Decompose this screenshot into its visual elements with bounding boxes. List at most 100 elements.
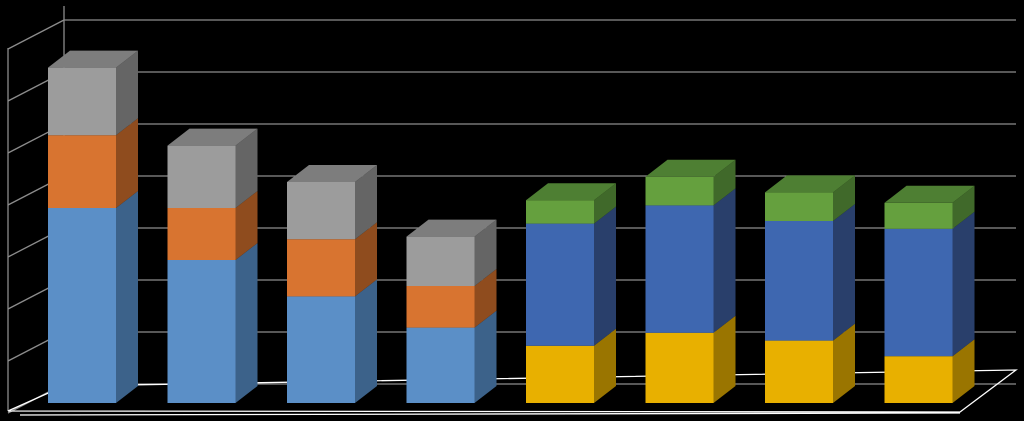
bar-side <box>952 339 975 403</box>
bar-segment <box>765 204 855 341</box>
bar-top <box>765 175 855 193</box>
bar-side <box>355 279 377 403</box>
bar-side <box>594 183 616 224</box>
bars <box>48 50 975 403</box>
bar-stack <box>287 165 377 403</box>
bar-segment <box>884 185 975 229</box>
floor-outline <box>7 369 1018 413</box>
bar-stack <box>765 175 855 403</box>
bar-side <box>713 188 736 333</box>
bar-segment <box>884 339 975 403</box>
bar-stack <box>406 219 497 403</box>
gridline <box>7 383 1016 414</box>
bar-top <box>884 185 975 203</box>
bar-front <box>48 135 116 208</box>
bar-front <box>287 239 355 297</box>
bar-front <box>526 345 594 403</box>
bar-front <box>48 67 116 136</box>
gridline <box>7 279 1016 310</box>
bar-top <box>167 128 258 146</box>
bar-front <box>645 205 714 333</box>
bar-side <box>116 191 138 403</box>
bar-top <box>287 165 377 182</box>
bar-front <box>765 192 833 221</box>
gridline <box>7 175 1016 206</box>
bar-side <box>594 206 616 346</box>
bar-stack <box>884 185 975 403</box>
bar-front <box>645 332 714 403</box>
bar-front <box>526 223 594 346</box>
bar-front <box>645 176 714 206</box>
bar-front <box>884 228 953 357</box>
gridline <box>7 227 1016 258</box>
bar-top <box>48 50 138 68</box>
bar-segment <box>406 219 497 286</box>
gridline <box>7 71 1016 102</box>
bar-front <box>765 340 833 403</box>
bar-segment <box>765 175 855 221</box>
chart-floor <box>7 369 1018 416</box>
bar-side <box>833 323 855 403</box>
bar-segment <box>287 165 377 240</box>
bar-front <box>406 286 475 328</box>
bar-top <box>645 159 736 177</box>
bar-segment <box>526 206 616 346</box>
bar-side <box>833 175 855 221</box>
bar-stack <box>645 159 736 403</box>
bar-side <box>355 165 377 240</box>
bar-front <box>167 260 236 403</box>
bar-segment <box>167 243 258 403</box>
bar-segment <box>526 183 616 224</box>
bar-side <box>594 328 616 403</box>
bar-front <box>884 202 953 229</box>
gridline-side <box>7 19 65 50</box>
bar-segment <box>526 328 616 403</box>
bar-side <box>713 159 736 206</box>
bar-segment <box>167 128 258 208</box>
bar-side <box>474 219 497 286</box>
bar-side <box>235 128 258 208</box>
bar-side <box>833 204 855 341</box>
bar-segment <box>287 222 377 297</box>
bar-front <box>167 145 236 208</box>
bar-front <box>526 200 594 224</box>
bar-front <box>287 296 355 403</box>
bar-front <box>406 327 475 403</box>
bar-segment <box>645 188 736 333</box>
bar-side <box>713 315 736 403</box>
bar-top <box>526 183 616 201</box>
bar-front <box>765 221 833 341</box>
gridlines <box>7 6 1016 414</box>
bar-side <box>116 50 138 136</box>
bar-side <box>474 269 497 328</box>
gridline <box>7 19 1016 50</box>
bar-front <box>167 208 236 260</box>
bar-stack <box>48 50 138 403</box>
bar-front <box>48 208 116 403</box>
bar-side <box>116 118 138 208</box>
bar-side <box>952 211 975 357</box>
bar-front <box>406 236 475 286</box>
bar-side <box>235 243 258 403</box>
bar-segment <box>765 323 855 403</box>
bar-segment <box>884 211 975 357</box>
floor-front-edge <box>19 412 961 416</box>
bar-segment <box>48 191 138 403</box>
bar-segment <box>48 118 138 208</box>
bar-stack <box>526 183 616 403</box>
bar-side <box>474 310 497 403</box>
bar-side <box>355 222 377 297</box>
bar-side <box>952 185 975 229</box>
gridline <box>7 123 1016 154</box>
bar-segment <box>645 315 736 403</box>
bar-stack <box>167 128 258 403</box>
bar-segment <box>406 310 497 403</box>
bar-front <box>884 356 953 403</box>
bar-side <box>235 191 258 260</box>
bar-segment <box>645 159 736 206</box>
bar-segment <box>167 191 258 260</box>
bar-segment <box>287 279 377 403</box>
bar-segment <box>48 50 138 136</box>
